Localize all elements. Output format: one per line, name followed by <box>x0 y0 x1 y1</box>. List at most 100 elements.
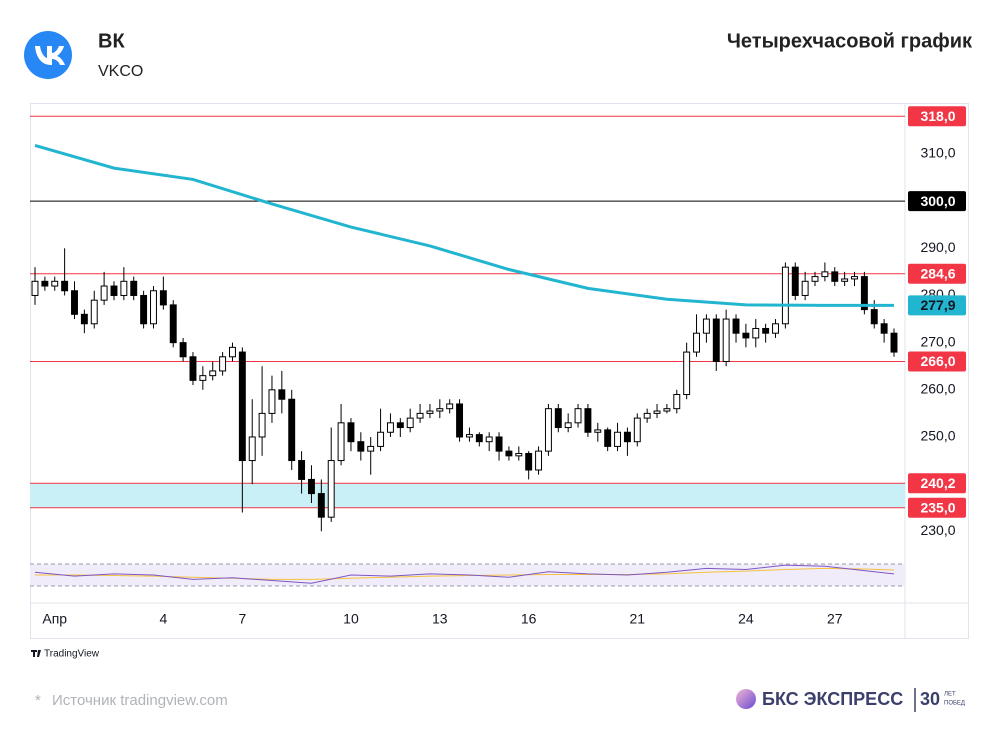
candle-body <box>633 417 641 443</box>
candle-body <box>495 436 503 452</box>
candle-body <box>801 280 809 296</box>
candle-body <box>821 271 829 278</box>
candle-body <box>80 313 88 325</box>
candle-body <box>317 493 325 518</box>
candle-body <box>456 403 464 438</box>
candle-body <box>31 280 39 296</box>
candle-body <box>189 356 197 381</box>
candle-body <box>614 431 622 447</box>
candle-body <box>298 460 306 480</box>
candle-body <box>584 408 592 433</box>
candle-body <box>890 332 898 353</box>
candle-body <box>229 346 236 358</box>
candle-body <box>288 398 296 462</box>
candle-body <box>426 410 434 414</box>
x-tick-label: 16 <box>521 611 537 627</box>
candle-body <box>604 429 612 447</box>
y-tick-label: 260,0 <box>920 381 955 397</box>
ma-label: 277,9 <box>920 297 955 313</box>
candle-body <box>851 276 858 280</box>
candle-body <box>623 431 631 443</box>
level-label: 284,6 <box>920 265 955 281</box>
rsi-signal <box>35 567 895 580</box>
level-label: 266,0 <box>920 353 955 369</box>
platform: TradingView <box>44 649 100 660</box>
x-tick-label: 10 <box>343 611 359 627</box>
chart-frame <box>30 103 969 639</box>
level-label-box <box>908 473 966 494</box>
x-tick-label: 4 <box>159 611 167 627</box>
candle-body <box>71 290 78 315</box>
candle-body <box>268 389 276 414</box>
candle-body <box>535 450 543 471</box>
level-label: 240,2 <box>920 475 955 491</box>
candle-body <box>762 327 770 334</box>
brand-logo <box>736 689 756 709</box>
y-tick-label: 290,0 <box>920 239 955 255</box>
candle-body <box>377 431 385 447</box>
candle-body <box>554 408 562 429</box>
candle-body <box>416 412 424 419</box>
candle-body <box>515 452 523 457</box>
ma-label-box <box>908 295 966 316</box>
candle-body <box>150 290 157 325</box>
level-label-box <box>908 351 966 372</box>
candle-body <box>653 410 661 414</box>
x-tick-label: 13 <box>432 611 448 627</box>
rsi-line <box>34 564 895 584</box>
candle-body <box>446 403 454 410</box>
x-tick-label: 7 <box>238 611 246 627</box>
candle-body <box>465 434 473 438</box>
candle-body <box>752 327 760 339</box>
candle-body <box>337 422 345 462</box>
candle-body <box>61 280 69 292</box>
candle-body <box>475 434 483 443</box>
candle-body <box>278 389 286 400</box>
y-tick-label: 230,0 <box>920 522 955 538</box>
candle-body <box>880 323 888 334</box>
y-tick-label: 270,0 <box>920 333 955 349</box>
candle-body <box>544 408 552 452</box>
candle-body <box>327 460 335 518</box>
zone <box>30 483 905 508</box>
candle-body <box>238 351 246 462</box>
candle-body <box>100 285 108 301</box>
candle-body <box>386 422 394 433</box>
candle-body <box>199 375 207 381</box>
candle-body <box>643 412 651 419</box>
x-tick-label: Апр <box>42 611 67 627</box>
level-label-box <box>908 497 966 518</box>
chart-title: Четырехчасовой график <box>727 30 973 52</box>
candle-body <box>51 280 59 287</box>
tv-logo <box>31 650 41 657</box>
candle-body <box>860 276 868 311</box>
candle-body <box>525 452 533 471</box>
ticker-name: ВК <box>98 30 125 52</box>
moving-average <box>34 144 894 307</box>
anniversary-top: ЛЕТ <box>944 692 956 698</box>
x-tick-label: 21 <box>629 611 645 627</box>
candle-body <box>505 450 513 457</box>
candle-body <box>663 408 671 412</box>
candle-body <box>140 294 148 325</box>
candle-body <box>258 412 266 438</box>
anniversary: 30 <box>920 689 940 709</box>
candle-body <box>219 356 227 372</box>
candle-body <box>673 394 681 410</box>
candle-body <box>347 422 355 443</box>
candle-body <box>791 266 799 296</box>
anniversary-bottom: ПОБЕД <box>944 701 965 707</box>
candle-body <box>169 304 177 344</box>
level-label-box <box>908 106 966 127</box>
source: Источник tradingview.com <box>52 692 228 709</box>
candle-body <box>722 318 730 363</box>
brand: БКС ЭКСПРЕСС <box>762 689 903 709</box>
candle-body <box>811 276 819 282</box>
candle-body <box>436 408 444 412</box>
candle-body <box>702 318 710 334</box>
candle-body <box>564 422 572 429</box>
candle-body <box>732 318 740 334</box>
